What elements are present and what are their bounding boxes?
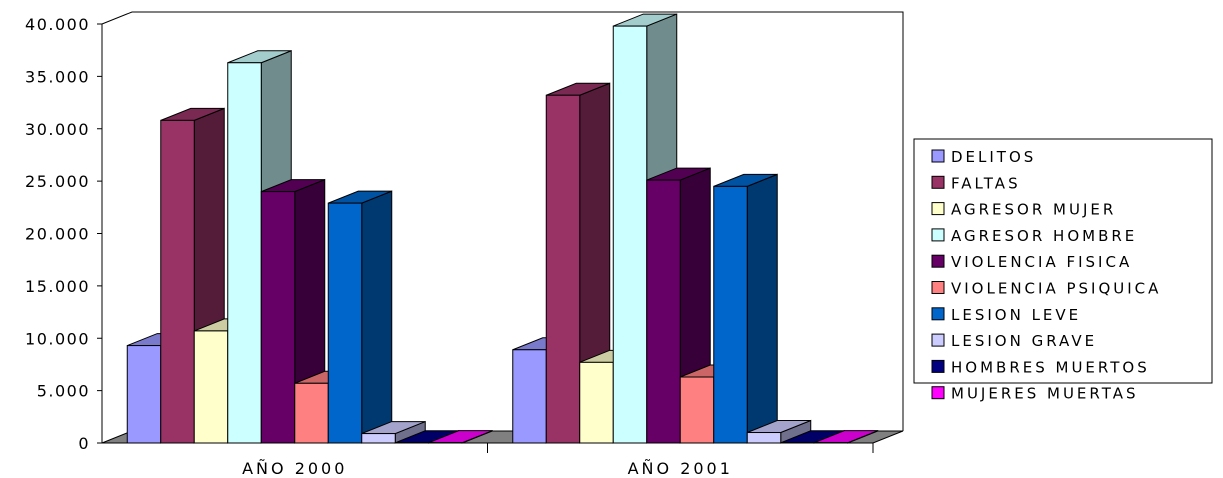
y-tick-label: 10.000 (25, 329, 90, 348)
bar (361, 420, 426, 444)
bar-front (679, 376, 715, 444)
legend-swatch (931, 228, 945, 242)
bar-front (579, 361, 614, 444)
bar (545, 82, 611, 444)
legend-swatch (931, 202, 945, 216)
bar-front (260, 191, 296, 444)
legend-swatch (931, 359, 945, 373)
x-category-label: AÑO 2000 (242, 459, 347, 478)
legend-swatch (931, 281, 945, 294)
bar-front (545, 94, 581, 444)
bar-front (746, 432, 782, 444)
bar (327, 190, 393, 444)
x-category-label: AÑO 2001 (628, 459, 733, 478)
bars (126, 13, 879, 444)
legend-label: AGRESOR MUJER (951, 201, 1116, 219)
legend-label: LESION LEVE (951, 306, 1081, 324)
back-wall-outline (101, 11, 904, 431)
y-tick-label: 35.000 (25, 67, 90, 86)
bar-front (361, 433, 396, 444)
legend-label: VIOLENCIA PSIQUICA (951, 280, 1161, 298)
bar-front (512, 349, 547, 444)
y-tick-label: 20.000 (25, 225, 90, 244)
bar-front (646, 179, 681, 444)
y-tick-label: 0 (78, 434, 90, 453)
y-tick-label: 40.000 (25, 15, 90, 34)
legend-label: DELITOS (951, 148, 1036, 166)
legend-label: FALTAS (951, 174, 1021, 192)
y-tick-label: 25.000 (25, 172, 90, 191)
bar (713, 173, 778, 444)
bar-side (361, 190, 393, 444)
bar-front (193, 330, 229, 444)
legend-label: HOMBRES MUERTOS (951, 358, 1150, 376)
legend-swatch (931, 149, 945, 163)
bar-front (294, 382, 329, 444)
legend-swatch (931, 333, 945, 347)
bar-front (126, 345, 162, 444)
legend-swatch (931, 254, 945, 268)
bar (746, 419, 812, 444)
legend-label: MUJERES MUERTAS (951, 385, 1139, 403)
y-tick-label: 5.000 (37, 382, 90, 401)
bar-front (160, 119, 195, 444)
x-axis: AÑO 2000 AÑO 2001 (102, 442, 874, 478)
y-axis: 0 5.000 10.000 15.000 20.000 25.000 30.000 35.0… (25, 15, 103, 453)
legend-box (913, 138, 1213, 384)
y-tick-label: 15.000 (25, 277, 90, 296)
bar-front (227, 62, 262, 444)
legend-swatch (931, 307, 945, 321)
legend-label: VIOLENCIA FISICA (951, 253, 1132, 271)
bar-front (612, 25, 648, 444)
bar-front (713, 185, 748, 444)
legend-label: LESION GRAVE (951, 332, 1097, 350)
legend-swatch (931, 175, 945, 189)
legend-label: AGRESOR HOMBRE (951, 227, 1137, 245)
y-tick-label: 30.000 (25, 120, 90, 139)
legend-swatch (931, 386, 945, 400)
bar-side (746, 173, 778, 444)
bar-front (327, 202, 363, 444)
legend: DELITOS FALTAS AGRESOR MUJER AGRESOR HOMBRE… (913, 138, 1213, 403)
